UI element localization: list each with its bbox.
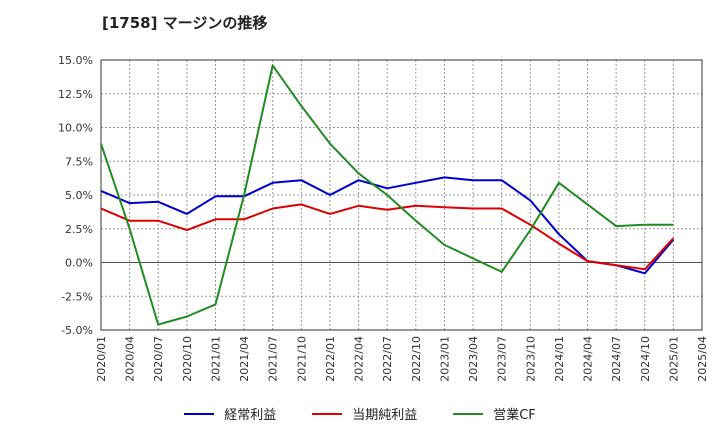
- legend-label: 経常利益: [224, 408, 277, 423]
- x-tick-label: 2021/10: [295, 336, 308, 382]
- x-tick-label: 2025/01: [667, 336, 680, 382]
- x-tick-label: 2022/07: [381, 336, 394, 382]
- legend-swatch: [453, 412, 484, 415]
- legend-item: 営業CF: [453, 404, 536, 423]
- y-axis-ticks: -5.0% -2.5% 0.0% 2.5% 5.0% 7.5% 10.0% 12.5% 15.0…: [58, 54, 93, 337]
- x-tick-label: 2020/04: [124, 336, 137, 382]
- x-tick-label: 2022/04: [353, 336, 366, 382]
- x-tick-label: 2023/10: [524, 336, 537, 382]
- y-tick-label: -2.5%: [61, 290, 93, 303]
- legend-item: 当期純利益: [312, 404, 417, 423]
- x-tick-label: 2020/10: [181, 336, 194, 382]
- legend-item: 経常利益: [184, 404, 276, 423]
- x-tick-label: 2021/04: [238, 336, 251, 382]
- y-tick-label: 5.0%: [65, 189, 93, 202]
- legend-swatch: [312, 412, 343, 415]
- series-line: [100, 176, 675, 275]
- legend-label: 当期純利益: [352, 408, 418, 423]
- y-tick-label: 7.5%: [65, 155, 93, 168]
- x-tick-label: 2021/07: [267, 336, 280, 382]
- grid: [100, 59, 703, 331]
- series-line: [100, 203, 675, 271]
- x-tick-label: 2021/01: [209, 336, 222, 382]
- x-tick-label: 2025/04: [696, 336, 709, 382]
- x-tick-label: 2024/01: [553, 336, 566, 382]
- y-tick-label: 10.0%: [58, 122, 93, 135]
- x-tick-label: 2020/07: [152, 336, 165, 382]
- legend-swatch: [184, 412, 215, 415]
- x-tick-label: 2024/04: [582, 336, 595, 382]
- x-tick-label: 2024/07: [610, 336, 623, 382]
- plot-border: [100, 59, 703, 331]
- y-tick-label: 15.0%: [58, 54, 93, 67]
- y-tick-label: 2.5%: [65, 223, 93, 236]
- y-tick-label: 12.5%: [58, 88, 93, 101]
- series-lines: [100, 64, 675, 326]
- legend: 経常利益 当期純利益 営業CF: [0, 404, 720, 423]
- x-tick-label: 2024/10: [639, 336, 652, 382]
- series-line: [100, 64, 674, 326]
- x-tick-label: 2022/10: [410, 336, 423, 382]
- y-tick-label: 0.0%: [65, 257, 93, 270]
- x-axis-ticks: 2020/01 2020/04 2020/07 2020/10 2021/01 2021/…: [95, 336, 709, 382]
- x-tick-label: 2023/01: [438, 336, 451, 382]
- x-tick-label: 2023/04: [467, 336, 480, 382]
- y-tick-label: -5.0%: [61, 324, 93, 337]
- chart-title: [1758] マージンの推移: [102, 14, 268, 32]
- x-tick-label: 2022/01: [324, 336, 337, 382]
- x-tick-label: 2020/01: [95, 336, 108, 382]
- x-tick-label: 2023/07: [496, 336, 509, 382]
- plot-frame: [100, 59, 703, 331]
- legend-label: 営業CF: [493, 408, 536, 423]
